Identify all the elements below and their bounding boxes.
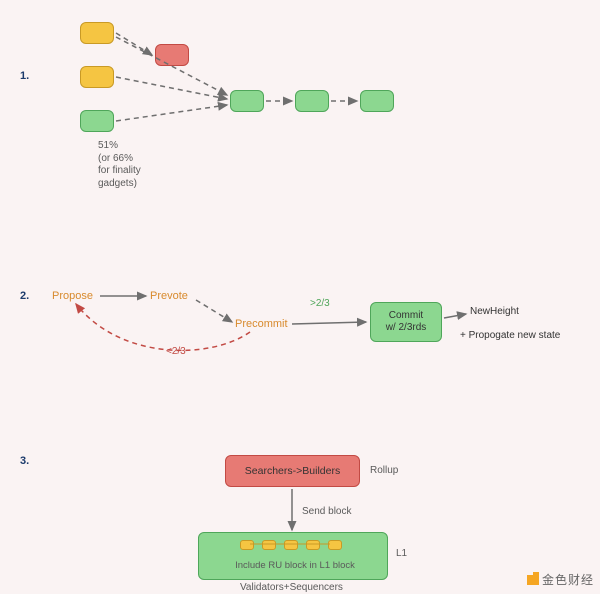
- rollup-box: Searchers->Builders: [225, 455, 360, 487]
- s1-block-c1: [230, 90, 264, 112]
- commit-box: Commit w/ 2/3rds: [370, 302, 442, 342]
- send-block-label: Send block: [302, 506, 351, 519]
- label-newheight: NewHeight: [470, 306, 519, 319]
- rollup-side-label: Rollup: [370, 465, 398, 478]
- s1-block-a2: [80, 66, 114, 88]
- watermark-text: 金色财经: [542, 571, 594, 588]
- s1-block-a1: [80, 22, 114, 44]
- s1-block-a3: [80, 110, 114, 132]
- commit-line2: w/ 2/3rds: [386, 322, 427, 334]
- l1-caption: Validators+Sequencers: [240, 582, 343, 594]
- s1-block-d1: [295, 90, 329, 112]
- label-lt23: <2/3: [166, 346, 186, 359]
- section-1-numeral: 1.: [20, 70, 29, 82]
- mini-block: [240, 540, 254, 550]
- stage-precommit: Precommit: [235, 318, 288, 330]
- s1-annotation: 51% (or 66% for finality gadgets): [98, 140, 141, 190]
- mini-block: [306, 540, 320, 550]
- label-gt23: >2/3: [310, 298, 330, 311]
- l1-side-label: L1: [396, 548, 407, 561]
- stage-propose: Propose: [52, 290, 93, 302]
- s1-block-e1: [360, 90, 394, 112]
- l1-box-label: Include RU block in L1 block: [210, 560, 380, 572]
- stage-prevote: Prevote: [150, 290, 188, 302]
- label-propagate: + Propogate new state: [460, 330, 560, 343]
- section-2-numeral: 2.: [20, 290, 29, 302]
- mini-block: [284, 540, 298, 550]
- rollup-box-label: Searchers->Builders: [245, 465, 340, 478]
- commit-line1: Commit: [389, 310, 423, 322]
- mini-block: [262, 540, 276, 550]
- s1-block-b1: [155, 44, 189, 66]
- watermark-icon: [526, 572, 540, 586]
- section-3-numeral: 3.: [20, 455, 29, 467]
- mini-block: [328, 540, 342, 550]
